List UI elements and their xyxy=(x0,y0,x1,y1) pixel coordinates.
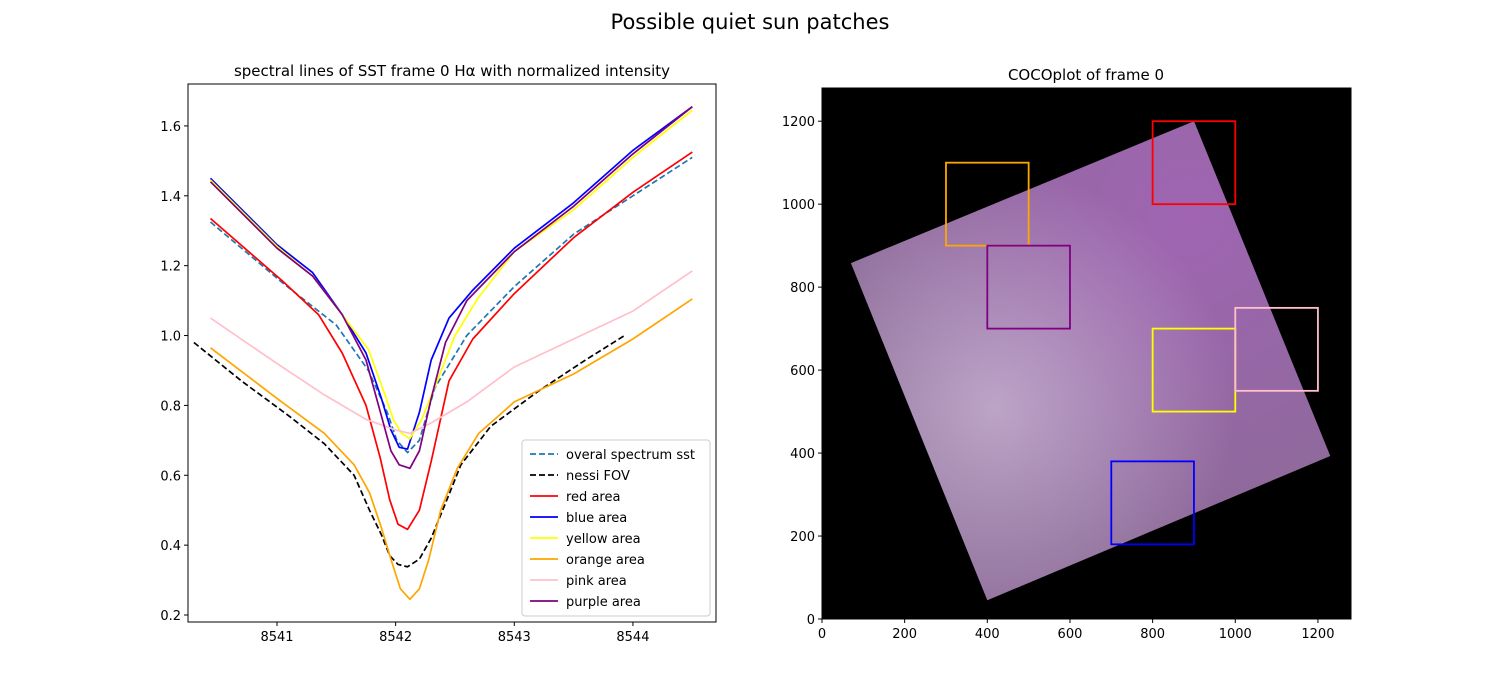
y-tick-label: 0.2 xyxy=(160,609,181,624)
series-line-nessi-FOV xyxy=(193,334,626,568)
y-tick-label: 1.2 xyxy=(160,260,181,275)
region-box-purple xyxy=(986,244,1071,330)
x-tick-label: 8542 xyxy=(379,630,412,645)
x-tick-label: 0 xyxy=(818,627,826,642)
series-line-yellow-area xyxy=(209,109,693,440)
y-tick-label: 1.0 xyxy=(160,330,181,345)
legend-label: yellow area xyxy=(566,532,641,547)
y-tick-label: 200 xyxy=(790,530,815,545)
legend-label: orange area xyxy=(566,553,645,568)
y-tick-label: 600 xyxy=(790,364,815,379)
series-line-purple-area xyxy=(209,106,693,470)
left-axes-frame xyxy=(187,83,717,623)
x-tick-label: 1200 xyxy=(1301,627,1334,642)
left-chart-title: spectral lines of SST frame 0 Hα with no… xyxy=(234,62,670,80)
y-tick-label: 1200 xyxy=(782,115,815,130)
x-tick-label: 400 xyxy=(975,627,1000,642)
x-tick-label: 600 xyxy=(1058,627,1083,642)
series-line-overal-spectrum-sst xyxy=(209,156,693,454)
y-tick-label: 1.4 xyxy=(160,190,181,205)
region-box-blue xyxy=(1110,460,1195,546)
cocoplot-image: COCOplot of frame 0 0 200 400 600 800 1000 120… xyxy=(782,66,1352,642)
series-line-red-area xyxy=(209,151,693,531)
y-tick-label: 0.6 xyxy=(160,469,181,484)
region-box-pink xyxy=(1234,306,1319,392)
legend-label: purple area xyxy=(566,595,641,610)
x-tick-label: 800 xyxy=(1140,627,1165,642)
x-tick-label: 8544 xyxy=(616,630,649,645)
solar-image-texture xyxy=(850,121,1331,601)
y-tick-label: 1000 xyxy=(782,198,815,213)
figure-title: Possible quiet sun patches xyxy=(610,10,890,34)
y-tick-label: 0 xyxy=(807,613,815,628)
legend: overal spectrum sst nessi FOV red area blue… xyxy=(521,439,711,617)
series-line-orange-area xyxy=(209,298,693,601)
right-chart-title: COCOplot of frame 0 xyxy=(1008,66,1164,84)
legend-frame xyxy=(521,439,711,617)
y-tick-label: 0.8 xyxy=(160,399,181,414)
legend-label: pink area xyxy=(566,574,627,589)
legend-label: red area xyxy=(566,490,620,505)
legend-label: nessi FOV xyxy=(566,469,630,484)
x-tick-label: 1000 xyxy=(1219,627,1252,642)
y-tick-label: 800 xyxy=(790,281,815,296)
y-tick-label: 0.4 xyxy=(160,539,181,554)
region-box-red xyxy=(1151,120,1237,206)
y-tick-label: 1.6 xyxy=(160,120,181,135)
x-tick-label: 8541 xyxy=(260,630,293,645)
legend-label: blue area xyxy=(566,511,627,526)
right-axes-frame xyxy=(821,87,1352,620)
y-tick-label: 400 xyxy=(790,447,815,462)
series-line-pink-area xyxy=(210,270,693,435)
series-line-blue-area xyxy=(209,106,693,450)
x-tick-label: 8543 xyxy=(498,630,531,645)
x-tick-label: 200 xyxy=(892,627,917,642)
spectral-lines-chart: spectral lines of SST frame 0 Hα with no… xyxy=(160,62,717,645)
legend-label: overal spectrum sst xyxy=(566,448,695,463)
